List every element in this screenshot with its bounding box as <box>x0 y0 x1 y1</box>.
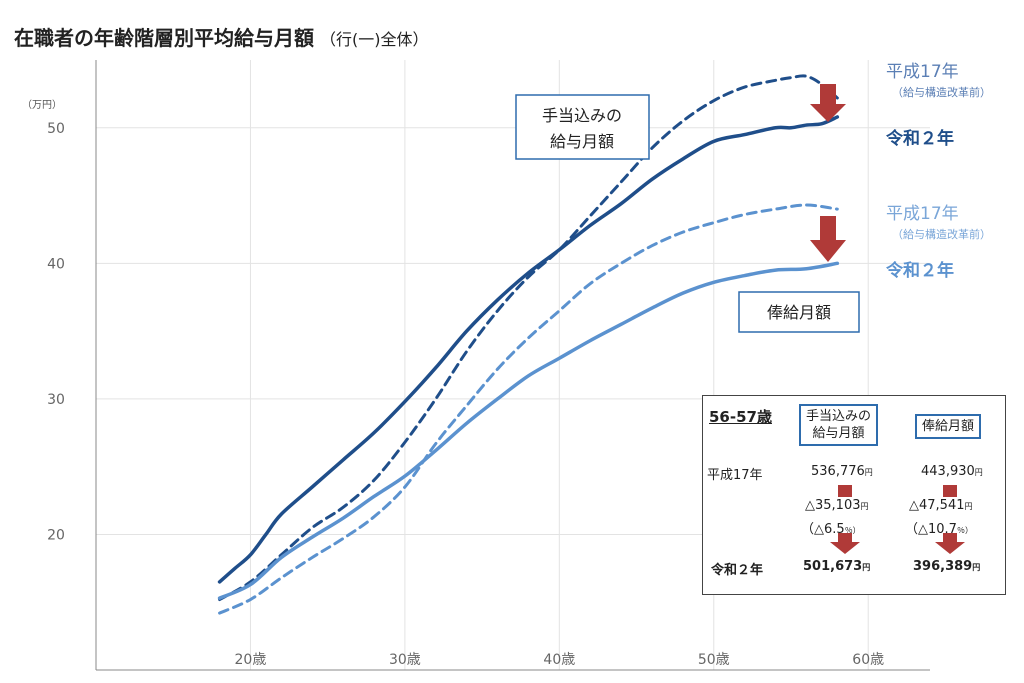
summary-title: 56-57歳 <box>709 408 772 426</box>
x-tick-label: 60歳 <box>852 652 884 668</box>
summary-row2-v2-num: 396,389 <box>913 559 973 574</box>
summary-diff1-pct-num: （△6.5 <box>801 522 845 537</box>
summary-row1-v2-num: 443,930 <box>921 464 975 479</box>
y-tick-label: 40 <box>47 256 65 272</box>
arrow-teate <box>810 84 846 122</box>
summary-arrows <box>830 533 965 554</box>
series-line-1 <box>217 115 840 584</box>
series-lines <box>217 74 840 615</box>
summary-yen: 円 <box>862 563 871 572</box>
tick-labels: 20歳 30歳 40歳 50歳 60歳 20 30 40 50 <box>47 121 884 668</box>
summary-diff1-num: △35,103 <box>805 498 861 513</box>
x-tick-label: 50歳 <box>698 652 730 668</box>
summary-arrow-bar-1 <box>838 485 852 497</box>
summary-yen: 円 <box>972 563 981 572</box>
summary-yen: 円 <box>964 502 973 511</box>
summary-yen: 円 <box>864 468 873 477</box>
x-tick-label: 20歳 <box>235 652 267 668</box>
summary-col-teate: 手当込みの 給与月額 <box>799 404 879 446</box>
label-teate-h17-sub: （給与構造改革前） <box>892 85 991 99</box>
summary-yen: 円 <box>974 468 983 477</box>
summary-row1-v1: 536,776円 <box>811 464 873 479</box>
box-teate-line1: 手当込みの <box>542 106 622 125</box>
summary-row2-v1-num: 501,673 <box>803 559 863 574</box>
box-teate: 手当込みの 給与月額 <box>515 94 650 160</box>
summary-table: 56-57歳 手当込みの 給与月額 俸給月額 平成17年 536,776円 443… <box>702 395 1006 595</box>
summary-diff2-num: △47,541 <box>909 498 965 513</box>
summary-row1-v1-num: 536,776 <box>811 464 865 479</box>
label-hokyu-h17: 平成17年 <box>886 204 959 224</box>
y-tick-label: 50 <box>47 121 65 137</box>
label-teate-r2: 令和２年 <box>886 128 954 149</box>
summary-col-teate-1: 手当込みの <box>806 409 872 424</box>
summary-arrow-2 <box>935 533 965 554</box>
summary-row2-label: 令和２年 <box>711 563 764 578</box>
y-tick-label: 20 <box>47 527 65 543</box>
y-unit-label: （万円） <box>22 99 62 111</box>
label-teate-h17: 平成17年 <box>886 62 959 82</box>
chart-title: 在職者の年齢階層別平均給与月額 （行(一)全体） <box>14 22 429 51</box>
arrow-hokyu <box>810 216 846 262</box>
label-hokyu-r2: 令和２年 <box>886 260 954 281</box>
summary-pct-unit: ％） <box>844 526 861 535</box>
series-line-3 <box>217 261 840 600</box>
summary-pct-unit: ％） <box>956 526 973 535</box>
summary-diff1-pct: （△6.5％） <box>801 518 861 537</box>
summary-diff1: △35,103円 <box>805 498 869 513</box>
summary-diff2: △47,541円 <box>909 498 973 513</box>
y-tick-label: 30 <box>47 392 65 408</box>
summary-row1-v2: 443,930円 <box>921 464 983 479</box>
box-hokyu-text: 俸給月額 <box>767 303 831 322</box>
summary-col-hokyu: 俸給月額 <box>915 414 982 439</box>
summary-arrow-bar-2 <box>943 485 957 497</box>
summary-row2-v1: 501,673円 <box>803 559 870 574</box>
x-tick-label: 40歳 <box>543 652 575 668</box>
x-tick-label: 30歳 <box>389 652 421 668</box>
summary-row2-v2: 396,389円 <box>913 559 980 574</box>
box-teate-line2: 給与月額 <box>550 132 614 151</box>
axes <box>95 60 930 671</box>
chart-title-main: 在職者の年齢階層別平均給与月額 <box>14 26 314 50</box>
series-line-4 <box>218 203 839 615</box>
chart-subtitle: （行(一)全体） <box>320 30 429 49</box>
summary-arrow-1 <box>830 533 860 554</box>
summary-yen: 円 <box>860 502 869 511</box>
summary-row1-label: 平成17年 <box>707 468 763 483</box>
series-line-2 <box>218 74 839 602</box>
box-hokyu: 俸給月額 <box>738 291 860 333</box>
summary-col-teate-2: 給与月額 <box>812 426 865 441</box>
label-hokyu-h17-sub: （給与構造改革前） <box>892 227 991 241</box>
